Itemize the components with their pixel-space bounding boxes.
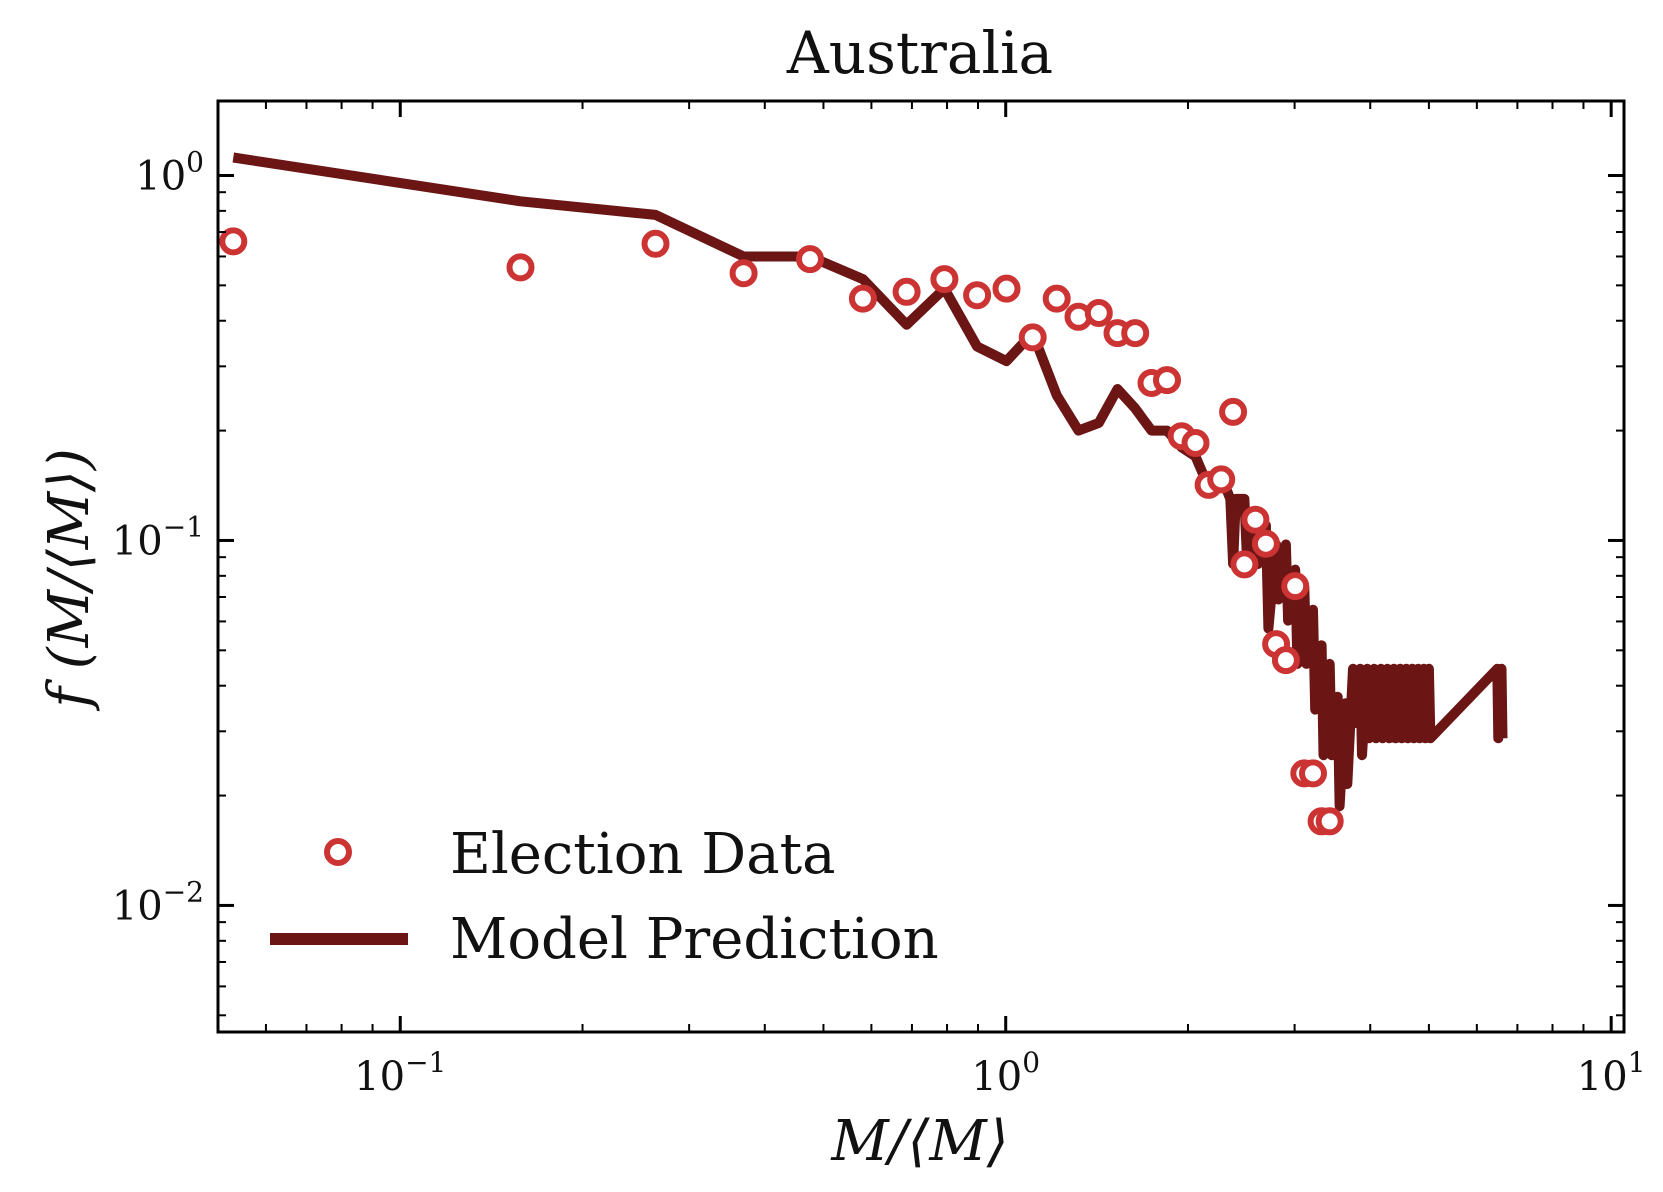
y-tick-label: 10−1: [112, 510, 204, 564]
x-axis-label: M/⟨M⟩: [830, 1109, 1008, 1174]
x-tick-label: 100: [971, 1046, 1040, 1100]
legend: Election Data Model Prediction: [270, 822, 939, 972]
election-data-point: [1219, 397, 1248, 426]
election-data-point: [796, 245, 824, 274]
model-prediction-line: [232, 152, 1508, 812]
election-data-point: [1018, 323, 1047, 352]
election-data-point: [1042, 284, 1071, 313]
y-tick-label: 10−2: [112, 875, 204, 929]
election-data-point: [963, 281, 992, 310]
legend-label-election-data: Election Data: [450, 822, 835, 887]
election-data-point: [506, 253, 535, 282]
election-data-point: [1230, 550, 1259, 579]
election-data-point: [1251, 529, 1280, 558]
election-data-point: [992, 274, 1021, 303]
election-data-point: [1241, 505, 1270, 534]
election-data-point: [1121, 319, 1150, 348]
election-data-point: [930, 265, 959, 294]
election-data-point: [1271, 646, 1300, 675]
axis-ticks: 10−1 100 101 10−2 10−1 100: [112, 101, 1646, 1100]
y-axis-label: f (M/⟨M⟩): [37, 448, 102, 711]
legend-label-model-prediction: Model Prediction: [450, 907, 939, 972]
y-tick-label: 100: [135, 145, 204, 199]
election-data-point: [1207, 465, 1236, 494]
plot-area: [219, 152, 1508, 836]
election-data-point: [848, 284, 877, 313]
election-data-point: [1281, 572, 1310, 601]
election-data-point: [1153, 366, 1181, 395]
election-data-point: [729, 259, 758, 288]
election-data-point: [1299, 759, 1327, 788]
legend-marker-election-data: [324, 838, 352, 866]
election-data-point: [1315, 807, 1344, 836]
x-tick-label: 101: [1577, 1046, 1646, 1100]
axes-frame: [216, 99, 1626, 1034]
election-data-point: [641, 229, 670, 258]
election-data-point: [1181, 429, 1210, 457]
x-tick-label: 10−1: [354, 1046, 446, 1100]
election-data-point: [219, 227, 248, 256]
election-data-point: [1084, 299, 1113, 327]
chart-title: Australia: [786, 19, 1053, 87]
election-data-point: [892, 277, 921, 306]
